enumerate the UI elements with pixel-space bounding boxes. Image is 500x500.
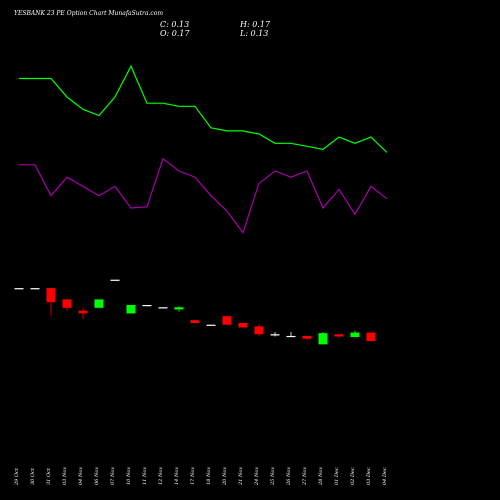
- x-tick-label: 17 Nov: [190, 467, 196, 485]
- candle-body: [286, 335, 296, 338]
- candle: [302, 335, 312, 340]
- candle: [14, 288, 24, 290]
- upper-line: [19, 64, 388, 153]
- candle: [30, 288, 40, 290]
- candle-body: [62, 299, 72, 308]
- x-tick-label: 04 Nov: [78, 467, 84, 485]
- x-tick-label: 01 Dec: [334, 467, 340, 485]
- upper-line-series: [19, 64, 388, 153]
- x-tick-label: 12 Nov: [158, 467, 164, 485]
- x-tick-label: 06 Nov: [94, 467, 100, 485]
- candle-body: [94, 299, 104, 308]
- x-tick-label: 20 Nov: [222, 467, 228, 486]
- x-tick-label: 30 Oct: [30, 467, 36, 485]
- high-readout: H: 0.17: [240, 20, 271, 29]
- lower-line: [19, 157, 388, 234]
- candle-body: [366, 332, 376, 341]
- lower-line-series: [19, 157, 388, 234]
- candle: [174, 306, 184, 312]
- candle-body: [270, 334, 280, 336]
- candle-body: [318, 333, 328, 345]
- candle-body: [14, 288, 24, 290]
- x-tick-label: 10 Nov: [126, 467, 132, 485]
- candle-body: [254, 326, 264, 335]
- candle: [206, 324, 216, 326]
- x-tick-label: 21 Nov: [238, 467, 244, 486]
- candle: [158, 307, 168, 309]
- candle: [286, 332, 296, 338]
- x-tick-label: 07 Nov: [110, 467, 116, 485]
- candle: [46, 288, 56, 317]
- candle-body: [350, 332, 360, 338]
- candle-body: [30, 288, 40, 290]
- candle: [190, 320, 200, 323]
- x-axis: 29 Oct 30 Oct 31 Oct 03 Nov 04 Nov 06 Nov 07 N…: [14, 467, 388, 486]
- open-readout: O: 0.17: [160, 29, 190, 38]
- candle: [350, 330, 360, 338]
- candle: [254, 324, 264, 336]
- x-tick-label: 29 Oct: [14, 467, 20, 486]
- candle: [142, 305, 152, 307]
- candle-body: [206, 324, 216, 326]
- candle: [126, 305, 136, 314]
- low-readout: L: 0.13: [240, 29, 269, 38]
- candle: [94, 299, 104, 308]
- candle: [78, 307, 88, 320]
- candle-body: [78, 310, 88, 314]
- x-tick-label: 24 Nov: [254, 467, 260, 486]
- candle-body: [158, 307, 168, 309]
- chart-title: YESBANK 23 PE Option Chart MunafaSutra.c…: [14, 10, 164, 17]
- x-tick-label: 18 Nov: [206, 467, 212, 485]
- candle-body: [302, 335, 312, 339]
- candle: [110, 279, 120, 281]
- candle-body: [142, 305, 152, 307]
- candle: [222, 316, 232, 325]
- candle-body: [126, 305, 136, 314]
- candle-body: [222, 316, 232, 325]
- x-tick-label: 04 Dec: [382, 467, 388, 485]
- candle-series: [14, 279, 376, 345]
- x-tick-label: 03 Nov: [62, 467, 68, 485]
- candle: [366, 332, 376, 341]
- x-tick-label: 02 Dec: [350, 467, 356, 485]
- x-tick-label: 14 Nov: [174, 467, 180, 485]
- x-tick-label: 26 Nov: [286, 467, 292, 486]
- close-readout: C: 0.13: [160, 20, 190, 29]
- candle-body: [110, 279, 120, 281]
- candle-body: [334, 334, 344, 337]
- candle-body: [190, 320, 200, 323]
- x-tick-label: 27 Nov: [302, 467, 308, 486]
- x-tick-label: 03 Dec: [366, 467, 372, 485]
- x-tick-label: 31 Oct: [46, 467, 52, 485]
- candle-body: [238, 323, 248, 328]
- x-tick-label: 11 Nov: [142, 467, 148, 485]
- candle: [238, 323, 248, 328]
- x-tick-label: 25 Nov: [270, 467, 276, 486]
- candle-body: [174, 307, 184, 310]
- candle: [62, 299, 72, 311]
- x-tick-label: 28 Nov: [318, 467, 324, 486]
- candle: [334, 334, 344, 338]
- candle: [318, 332, 328, 345]
- candle-body: [46, 288, 56, 303]
- candle: [270, 332, 280, 337]
